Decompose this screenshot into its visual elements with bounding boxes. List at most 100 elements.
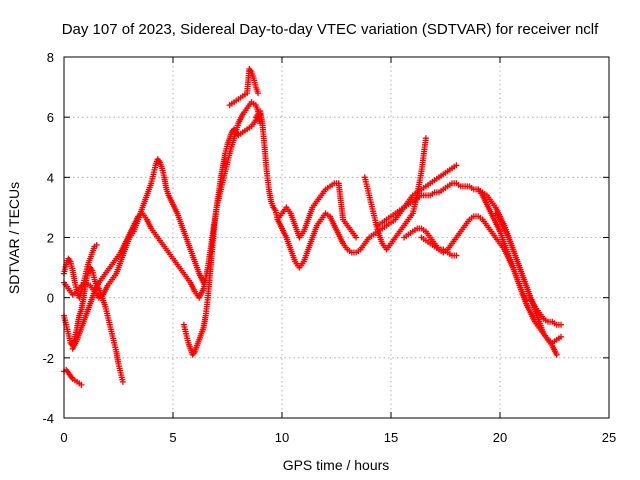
data-point [178, 222, 189, 239]
data-point [418, 225, 427, 233]
data-point [488, 198, 498, 209]
data-point [331, 222, 341, 236]
series-trace-7 [226, 66, 261, 109]
data-point [344, 246, 353, 254]
data-point [143, 216, 154, 230]
data-point [379, 224, 388, 232]
data-point [374, 228, 385, 245]
data-point [427, 234, 437, 245]
data-point [497, 216, 507, 230]
data-point [466, 183, 475, 191]
series-trace-12 [401, 213, 560, 358]
data-point [117, 248, 128, 265]
data-point [150, 164, 158, 178]
data-point [104, 278, 114, 289]
data-point [61, 312, 69, 326]
data-point [449, 236, 458, 247]
data-point [370, 230, 379, 238]
data-point [76, 308, 84, 319]
data-point [414, 225, 423, 232]
data-point [148, 173, 156, 187]
data-point [78, 381, 85, 388]
data-point [296, 260, 306, 271]
data-point [313, 218, 323, 229]
data-point [392, 208, 401, 217]
series-trace-15 [475, 186, 530, 304]
data-point [91, 276, 99, 287]
data-point [383, 214, 392, 223]
data-point [183, 273, 192, 284]
data-point [431, 243, 440, 251]
data-point [436, 172, 445, 181]
data-point [187, 345, 195, 356]
data-point [261, 144, 270, 173]
data-point [296, 230, 306, 241]
data-point [305, 206, 315, 223]
x-tick-label: 20 [493, 430, 507, 445]
data-point [135, 211, 144, 220]
data-point [202, 296, 211, 319]
data-point [106, 321, 115, 335]
data-point [305, 236, 315, 253]
data-point [392, 230, 402, 241]
data-point [204, 272, 213, 301]
data-point [440, 246, 449, 254]
data-point [444, 166, 453, 175]
data-point [527, 309, 537, 323]
data-point [309, 200, 319, 211]
data-point [109, 330, 117, 344]
data-point [396, 224, 406, 235]
data-point [322, 210, 331, 218]
data-point [226, 131, 235, 142]
data-point [523, 297, 530, 304]
data-point [200, 266, 211, 292]
data-point [405, 199, 414, 208]
data-point [340, 240, 349, 251]
data-point [259, 120, 268, 149]
data-point [246, 66, 254, 74]
data-point [174, 210, 184, 227]
data-point [401, 202, 410, 211]
data-point [466, 214, 475, 223]
data-point [279, 225, 289, 239]
data-point [139, 210, 149, 221]
data-point [67, 372, 75, 381]
data-point [126, 224, 136, 238]
data-point [283, 204, 293, 215]
data-point [235, 113, 245, 127]
data-point [74, 326, 84, 343]
data-point [488, 228, 498, 239]
data-point [553, 335, 562, 343]
data-point [436, 187, 445, 196]
data-point [200, 314, 209, 331]
data-point [470, 186, 479, 193]
data-point [109, 272, 118, 283]
data-point [444, 181, 453, 190]
data-point [300, 218, 311, 235]
data-point [87, 290, 97, 307]
data-point [100, 269, 110, 280]
data-point [170, 201, 180, 215]
x-tick-label: 10 [275, 430, 289, 445]
x-tick-label: 5 [169, 430, 176, 445]
data-point [87, 264, 95, 273]
series-trace-14 [492, 210, 564, 346]
y-tick-label: 4 [47, 170, 54, 185]
y-tick-labels: -4 -2 0 2 4 6 8 [42, 50, 54, 426]
data-point [313, 194, 323, 205]
data-point [540, 330, 550, 341]
data-point [518, 270, 529, 287]
data-point [414, 193, 423, 202]
data-point [545, 336, 554, 345]
data-point [69, 267, 78, 284]
data-point [479, 216, 489, 227]
chart-title: Day 107 of 2023, Sidereal Day-to-day VTE… [62, 21, 599, 38]
data-point [518, 288, 529, 302]
data-point [344, 222, 354, 233]
series-trace-3 [61, 242, 100, 301]
data-point [139, 194, 150, 211]
data-point [422, 228, 432, 239]
data-point [335, 231, 346, 245]
data-point [174, 261, 184, 272]
data-point [148, 225, 158, 236]
